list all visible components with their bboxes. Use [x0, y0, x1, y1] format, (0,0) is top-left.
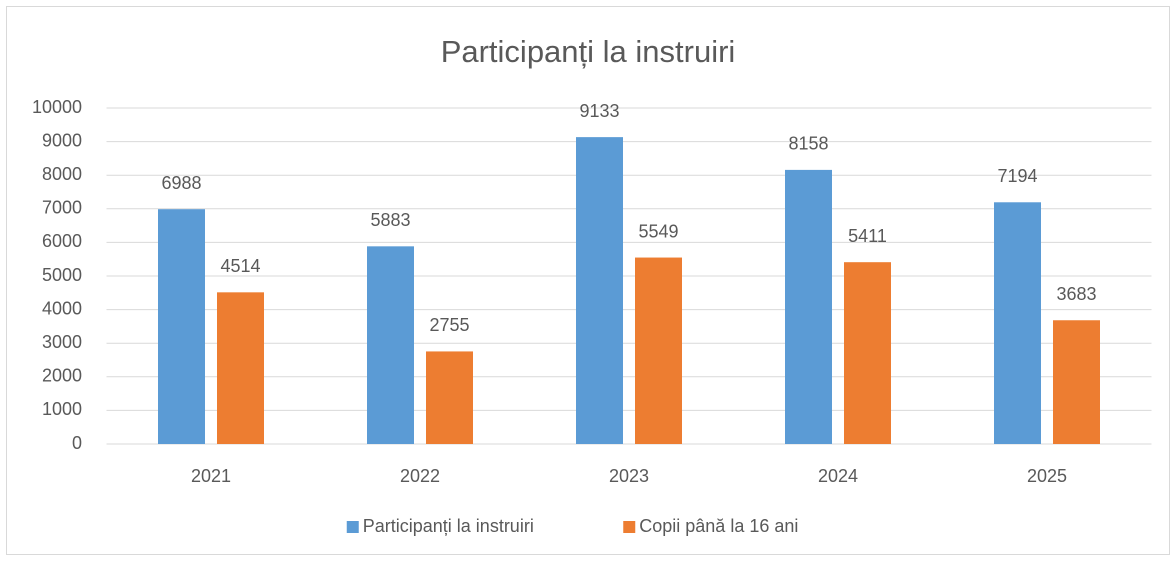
bar	[426, 351, 473, 444]
y-tick-label: 8000	[42, 164, 82, 184]
x-tick-label: 2024	[818, 466, 858, 486]
bar	[217, 292, 264, 444]
bar	[844, 262, 891, 444]
y-tick-label: 3000	[42, 332, 82, 352]
legend-label: Participanți la instruiri	[363, 516, 534, 536]
data-label: 5411	[848, 226, 887, 246]
data-label: 2755	[429, 315, 469, 335]
legend-swatch	[346, 521, 359, 533]
data-label: 3683	[1056, 284, 1096, 304]
bar	[367, 246, 414, 444]
y-tick-label: 0	[72, 433, 82, 453]
data-label: 7194	[997, 166, 1037, 186]
bar	[994, 202, 1041, 444]
y-tick-label: 4000	[42, 298, 82, 318]
data-label: 5883	[370, 210, 410, 230]
y-tick-label: 1000	[42, 399, 82, 419]
chart-title: Participanți la instruiri	[441, 34, 736, 69]
bar	[158, 209, 205, 444]
legend-swatch	[623, 521, 636, 533]
x-tick-label: 2022	[400, 466, 440, 486]
data-label: 4514	[220, 256, 260, 276]
bar	[1053, 320, 1100, 444]
data-label: 9133	[579, 101, 619, 121]
data-label: 8158	[788, 134, 828, 154]
x-tick-label: 2025	[1027, 466, 1067, 486]
data-label: 6988	[161, 173, 201, 193]
bar	[576, 137, 623, 444]
bar	[785, 169, 832, 444]
y-tick-label: 6000	[42, 231, 82, 251]
legend-label: Copii până la 16 ani	[639, 516, 798, 536]
y-tick-label: 2000	[42, 366, 82, 386]
y-tick-label: 9000	[42, 130, 82, 150]
bar	[635, 257, 682, 444]
x-tick-label: 2021	[191, 466, 231, 486]
y-tick-label: 7000	[42, 198, 82, 218]
x-tick-label: 2023	[609, 466, 649, 486]
data-label: 5549	[638, 221, 678, 241]
y-tick-label: 5000	[42, 265, 82, 285]
y-tick-label: 10000	[32, 97, 82, 117]
